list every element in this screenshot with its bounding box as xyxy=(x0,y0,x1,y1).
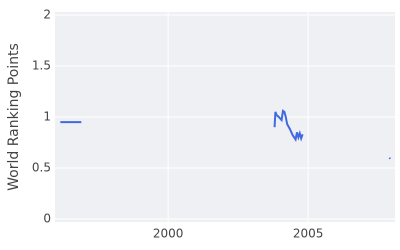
y-tick-label: 0.5 xyxy=(32,160,51,174)
y-tick-label: 2 xyxy=(43,8,51,22)
y-tick-label: 1.5 xyxy=(32,59,51,73)
y-tick-label: 1 xyxy=(43,110,51,124)
y-tick-label: 0 xyxy=(43,211,51,225)
line xyxy=(60,109,392,160)
y-axis-label: World Ranking Points xyxy=(6,43,22,191)
x-tick-label: 2005 xyxy=(293,227,324,241)
x-tick-label: 2000 xyxy=(153,227,184,241)
